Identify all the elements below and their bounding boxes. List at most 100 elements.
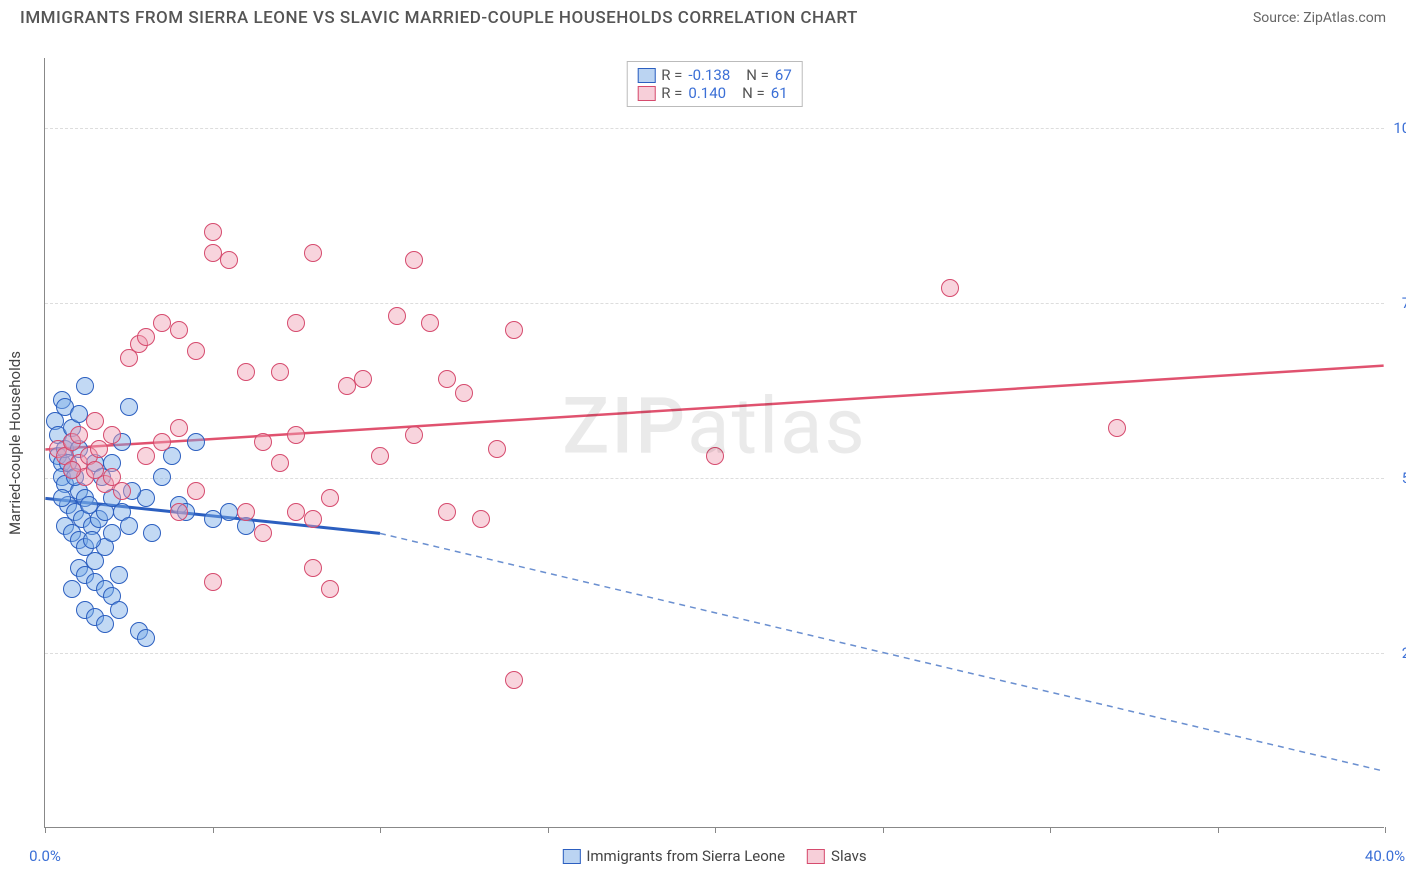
data-point [405, 426, 423, 444]
data-point [204, 510, 222, 528]
scatter-chart: Married-couple Households 25.0%50.0%75.0… [44, 58, 1384, 828]
legend-correlation: R =-0.138N =67R =0.140N =61 [626, 61, 803, 107]
legend-row: R =-0.138N =67 [637, 66, 792, 84]
data-point [304, 510, 322, 528]
data-point [287, 314, 305, 332]
data-point [187, 433, 205, 451]
y-axis-label: Married-couple Households [6, 351, 24, 535]
data-point [153, 433, 171, 451]
data-point [438, 370, 456, 388]
data-point [137, 328, 155, 346]
data-point [472, 510, 490, 528]
xtick [1218, 827, 1219, 833]
gridline [45, 478, 1384, 479]
legend-n-value: 67 [775, 66, 792, 84]
data-point [110, 566, 128, 584]
xtick-label: 0.0% [29, 847, 61, 865]
xtick [1385, 827, 1386, 833]
legend-n-label: N = [746, 66, 769, 84]
legend-swatch [807, 849, 825, 864]
xtick [45, 827, 46, 833]
data-point [53, 489, 71, 507]
data-point [153, 314, 171, 332]
data-point [63, 461, 81, 479]
data-point [103, 426, 121, 444]
ytick-label: 25.0% [1388, 644, 1406, 662]
legend-item: Slavs [807, 847, 867, 865]
data-point [1108, 419, 1126, 437]
data-point [63, 580, 81, 598]
data-point [455, 384, 473, 402]
legend-n-value: 61 [771, 84, 788, 102]
data-point [204, 223, 222, 241]
data-point [120, 398, 138, 416]
gridline [45, 128, 1384, 129]
data-point [321, 489, 339, 507]
data-point [421, 314, 439, 332]
xtick [548, 827, 549, 833]
data-point [170, 321, 188, 339]
source-label: Source: ZipAtlas.com [1253, 10, 1386, 26]
legend-label: Slavs [831, 847, 867, 865]
data-point [83, 531, 101, 549]
data-point [204, 244, 222, 262]
data-point [254, 433, 272, 451]
legend-swatch [637, 86, 655, 101]
legend-r-value: -0.138 [688, 66, 730, 84]
xtick [715, 827, 716, 833]
data-point [405, 251, 423, 269]
xtick [883, 827, 884, 833]
data-point [304, 244, 322, 262]
data-point [388, 307, 406, 325]
legend-swatch [637, 68, 655, 83]
data-point [113, 482, 131, 500]
data-point [187, 482, 205, 500]
data-point [137, 447, 155, 465]
legend-series: Immigrants from Sierra LeoneSlavs [562, 847, 866, 865]
gridline [45, 653, 1384, 654]
data-point [137, 629, 155, 647]
data-point [304, 559, 322, 577]
data-point [143, 524, 161, 542]
data-point [70, 405, 88, 423]
gridline [45, 303, 1384, 304]
data-point [254, 524, 272, 542]
ytick-label: 100.0% [1388, 119, 1406, 137]
data-point [90, 440, 108, 458]
data-point [237, 503, 255, 521]
data-point [76, 377, 94, 395]
data-point [220, 251, 238, 269]
xtick [1050, 827, 1051, 833]
data-point [321, 580, 339, 598]
data-point [941, 279, 959, 297]
xtick [380, 827, 381, 833]
data-point [505, 321, 523, 339]
data-point [271, 363, 289, 381]
chart-title: IMMIGRANTS FROM SIERRA LEONE VS SLAVIC M… [20, 8, 858, 28]
legend-n-label: N = [742, 84, 765, 102]
data-point [187, 342, 205, 360]
data-point [488, 440, 506, 458]
data-point [338, 377, 356, 395]
data-point [354, 370, 372, 388]
data-point [120, 517, 138, 535]
legend-r-label: R = [661, 84, 682, 102]
ytick-label: 50.0% [1388, 469, 1406, 487]
data-point [170, 419, 188, 437]
data-point [204, 573, 222, 591]
data-point [103, 524, 121, 542]
data-point [237, 363, 255, 381]
data-point [287, 426, 305, 444]
data-point [170, 503, 188, 521]
xtick-label: 40.0% [1365, 847, 1405, 865]
data-point [706, 447, 724, 465]
data-point [70, 426, 88, 444]
data-point [271, 454, 289, 472]
xtick [213, 827, 214, 833]
legend-swatch [562, 849, 580, 864]
data-point [438, 503, 456, 521]
legend-row: R =0.140N =61 [637, 84, 792, 102]
data-point [86, 412, 104, 430]
ytick-label: 75.0% [1388, 294, 1406, 312]
data-point [110, 601, 128, 619]
